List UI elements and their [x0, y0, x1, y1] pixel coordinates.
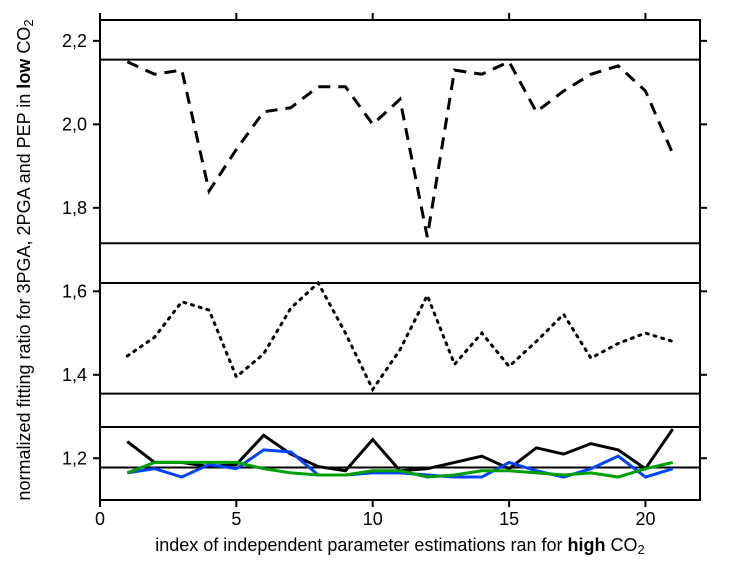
x-tick-label: 20	[635, 509, 655, 529]
y-tick-label: 1,8	[62, 198, 87, 218]
x-tick-label: 15	[499, 509, 519, 529]
y-tick-label: 1,6	[62, 281, 87, 301]
y-axis-label: normalized fitting ratio for 3PGA, 2PGA …	[14, 19, 36, 500]
x-axis-label: index of independent parameter estimatio…	[155, 535, 645, 557]
y-tick-label: 1,4	[62, 365, 87, 385]
y-tick-label: 2,0	[62, 114, 87, 134]
y-tick-label: 2,2	[62, 31, 87, 51]
x-tick-label: 0	[95, 509, 105, 529]
chart-svg: 0 5 10 15 20 1,2 1,4 1,6 1,8 2,0 2,2 index of indep…	[0, 0, 732, 566]
x-tick-label: 5	[231, 509, 241, 529]
x-tick-label: 10	[363, 509, 383, 529]
chart-container: 0 5 10 15 20 1,2 1,4 1,6 1,8 2,0 2,2 index of indep…	[0, 0, 732, 566]
y-tick-label: 1,2	[62, 448, 87, 468]
